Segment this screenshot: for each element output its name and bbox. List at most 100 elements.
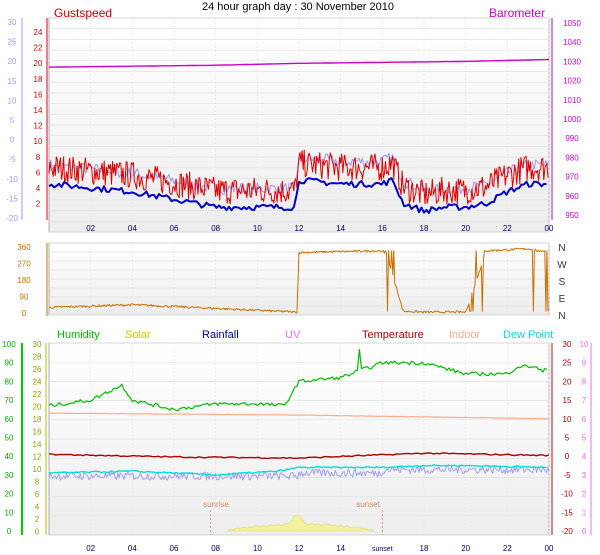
temperature-tick-label: 15: [563, 396, 572, 405]
humidity-tick-label: 80: [5, 377, 14, 386]
solar-tick-label: 0: [35, 528, 40, 537]
uv-tick-label: 1: [582, 508, 587, 517]
temperature-tick-label: -20: [561, 527, 573, 536]
gust-tick-label: 2: [36, 200, 41, 209]
uv-tick-label: 3: [582, 471, 587, 480]
solar-tick-label: 4: [35, 503, 40, 512]
x-tick-label: 08: [211, 224, 220, 233]
direction-panel-series: [48, 247, 549, 314]
temperature-tick-label: 20: [563, 377, 572, 386]
wind-panel: Gustspeed Barometer 302520151050-5-10-15…: [6, 6, 581, 233]
uv-tick-label: 7: [582, 396, 587, 405]
x-tick-label: 12: [295, 544, 304, 553]
x-tick-label: 02: [86, 224, 95, 233]
solar-tick-label: 2: [35, 515, 40, 524]
compass-label: S: [559, 277, 566, 288]
solar-tick-label: 12: [33, 453, 42, 462]
wind-tick-label: 5: [10, 116, 15, 125]
gustspeed-label: Gustspeed: [54, 6, 112, 20]
wind-panel-series: [48, 58, 550, 214]
sunrise-label: sunrise: [203, 500, 229, 509]
temperature-panel-legend: Humidity Solar Rainfall UV Temperature Indoor…: [57, 329, 553, 341]
uv-tick-label: 4: [582, 452, 587, 461]
wind-tick-label: -20: [6, 214, 18, 223]
x-tick-label: 14: [336, 544, 345, 553]
x-tick-label: 22: [503, 224, 512, 233]
uv-tick-label: 10: [580, 340, 589, 349]
x-tick-label: 00: [545, 224, 554, 233]
x-tick-label: 18: [420, 544, 429, 553]
wind-tick-label: -15: [6, 194, 18, 203]
wind-tick-label: 25: [8, 38, 17, 47]
gust-tick-label: 24: [34, 28, 43, 37]
baro-tick-label: 1050: [563, 19, 581, 28]
wind-tick-label: -10: [6, 175, 18, 184]
humidity-tick-label: 100: [2, 340, 16, 349]
compass-label: W: [557, 260, 567, 271]
direction-tick-label: 90: [20, 293, 29, 302]
humidity-tick-label: 30: [5, 471, 14, 480]
solar-tick-label: 28: [33, 353, 42, 362]
wind-panel-x-labels: 02 04 06 08 10 12 14 16 18 20 22 00: [86, 224, 554, 233]
x-tick-label: 04: [128, 224, 137, 233]
barometer-label: Barometer: [489, 6, 545, 20]
gust-tick-label: 18: [34, 75, 43, 84]
uv-tick-label: 2: [582, 490, 587, 499]
wind-overlay-line: [48, 465, 550, 481]
legend-item: Indoor: [449, 329, 481, 341]
temperature-tick-label: 30: [563, 340, 572, 349]
uv-tick-label: 9: [582, 359, 587, 368]
x-tick-label: 10: [253, 224, 262, 233]
direction-tick-label: 360: [17, 243, 31, 252]
wind-panel-axis-labels: 302520151050-5-10-15-2024222018161412108…: [6, 18, 581, 223]
compass-label: N: [558, 311, 565, 322]
sunset-label: sunset: [356, 500, 380, 509]
wind-tick-label: 15: [8, 77, 17, 86]
humidity-tick-label: 0: [7, 527, 12, 536]
legend-item: UV: [285, 329, 301, 341]
graph-title: 24 hour graph day : 30 November 2010: [202, 1, 394, 13]
x-tick-label: 20: [461, 544, 470, 553]
solar-tick-label: 16: [33, 428, 42, 437]
solar-tick-label: 8: [35, 478, 40, 487]
direction-tick-label: 0: [22, 309, 27, 318]
x-tick-label: 18: [420, 224, 429, 233]
wind-tick-label: 0: [10, 136, 15, 145]
humidity-tick-label: 70: [5, 396, 14, 405]
solar-tick-label: 10: [33, 465, 42, 474]
indoor-line: [48, 412, 549, 420]
solar-area: [210, 510, 383, 535]
legend-item: Rainfall: [202, 329, 239, 341]
humidity-tick-label: 10: [5, 508, 14, 517]
baro-tick-label: 1020: [563, 77, 581, 86]
baro-tick-label: 1030: [563, 57, 581, 66]
gustspeed-line: [48, 149, 549, 205]
gust-tick-label: 20: [34, 59, 43, 68]
x-tick-label: 04: [128, 544, 137, 553]
x-tick-label: 20: [461, 224, 470, 233]
humidity-line: [48, 349, 548, 412]
compass-label: N: [558, 243, 565, 254]
baro-tick-label: 980: [565, 153, 579, 162]
temperature-tick-label: -5: [563, 471, 571, 480]
solar-tick-label: 6: [35, 490, 40, 499]
gust-tick-label: 14: [34, 106, 43, 115]
uv-tick-label: 8: [582, 377, 587, 386]
x-tick-label: 14: [336, 224, 345, 233]
uv-tick-label: 5: [582, 434, 587, 443]
temperature-line: [49, 452, 550, 460]
gust-tick-label: 8: [36, 153, 41, 162]
baro-tick-label: 950: [565, 211, 579, 220]
baro-tick-label: 1040: [563, 38, 581, 47]
wind-direction-line: [48, 247, 549, 314]
legend-item: Temperature: [362, 329, 424, 341]
x-tick-label: 06: [170, 544, 179, 553]
legend-item: Solar: [125, 329, 151, 341]
temperature-panel-series: [48, 349, 550, 481]
gust-tick-label: 10: [34, 137, 43, 146]
direction-tick-label: 270: [17, 260, 31, 269]
temperature-panel: Humidity Solar Rainfall UV Temperature Indoor…: [2, 329, 592, 553]
temperature-tick-label: 10: [563, 415, 572, 424]
legend-item: Dew Point: [503, 329, 553, 341]
